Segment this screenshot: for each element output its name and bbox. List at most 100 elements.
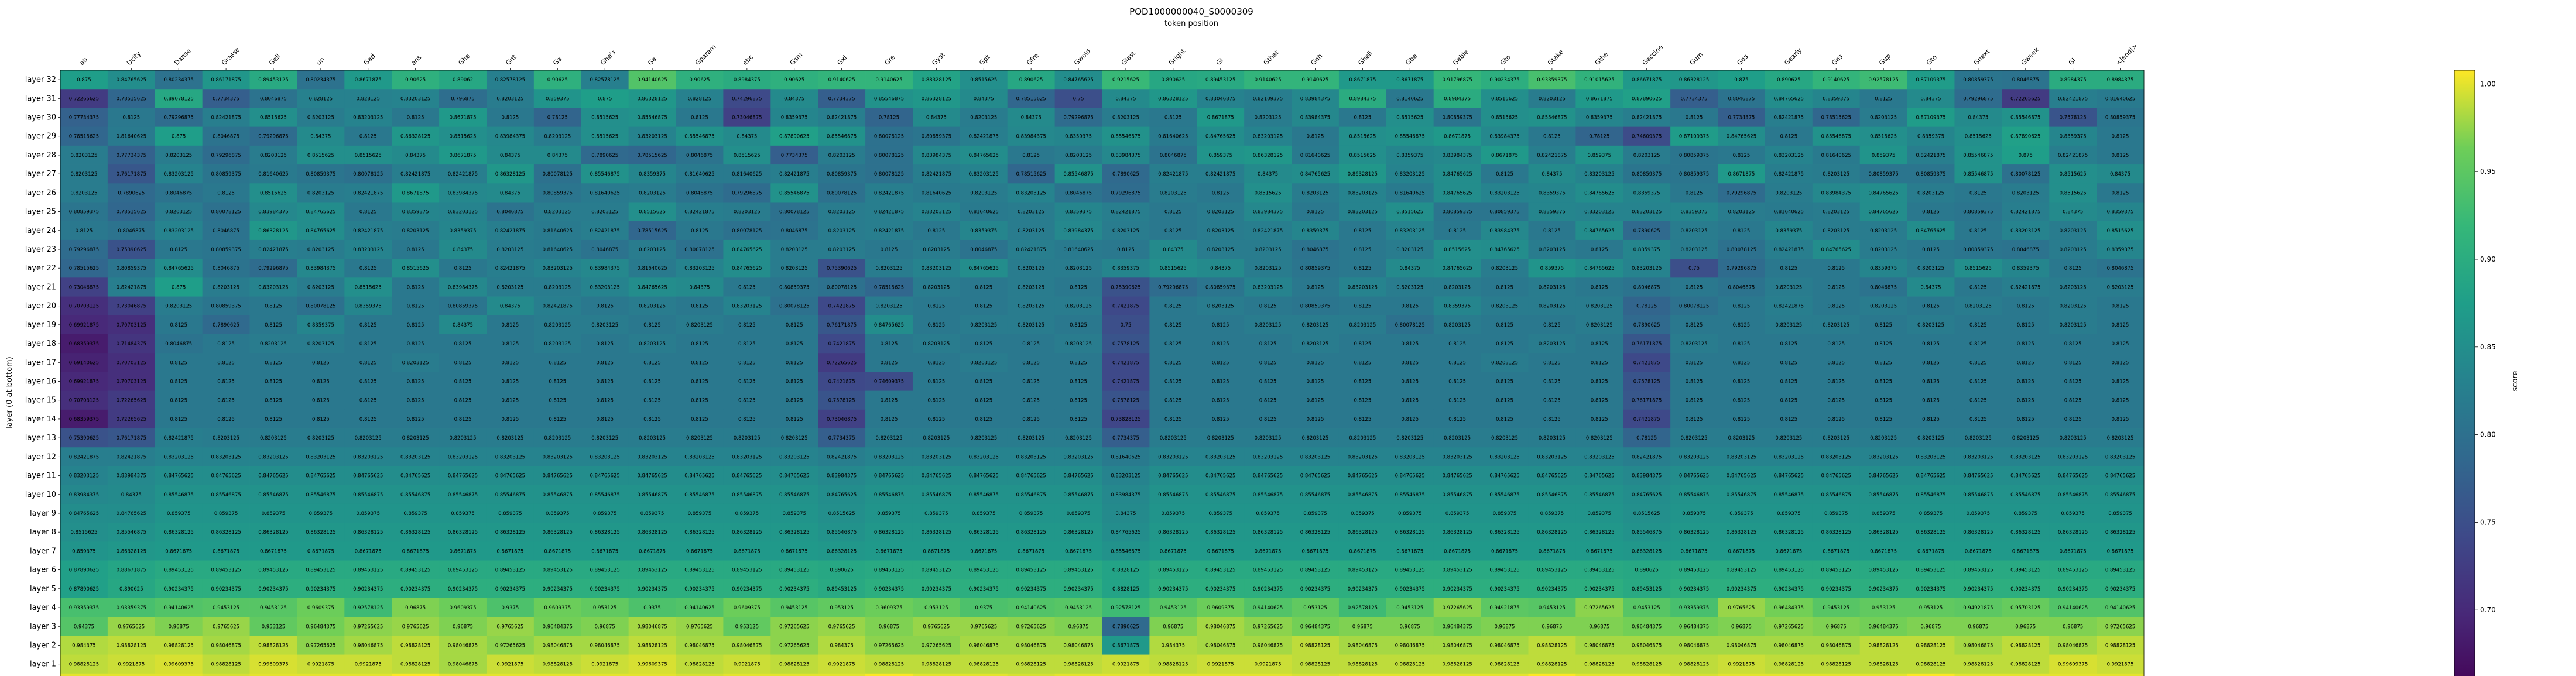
heatmap-cell-value: 0.82421875	[2058, 96, 2088, 102]
heatmap-cell	[1102, 296, 1150, 316]
heatmap-cell-value: 0.8125	[975, 341, 992, 347]
heatmap-cell	[628, 541, 676, 561]
heatmap-cell	[1149, 353, 1197, 372]
heatmap-cell-value: 0.8125	[975, 398, 992, 404]
heatmap-cell	[1386, 277, 1434, 297]
y-tick-label: layer 24	[25, 227, 56, 235]
heatmap-cell	[1338, 89, 1387, 108]
heatmap-cell	[486, 579, 535, 599]
heatmap-cell-value: 0.96484375	[306, 624, 335, 630]
heatmap-cell	[770, 164, 818, 184]
heatmap-cell	[723, 372, 771, 391]
heatmap-cell-value: 0.84765625	[732, 247, 762, 253]
heatmap-cell-value: 0.89453125	[874, 568, 904, 574]
heatmap-cell-value: 0.89453125	[1063, 568, 1093, 574]
heatmap-cell	[1623, 503, 1671, 523]
heatmap-cell	[60, 409, 108, 429]
x-tick-label: Gnt	[504, 53, 518, 67]
heatmap-cell-value: 0.8125	[738, 379, 756, 385]
colorbar-ticks: 0.700.750.800.850.900.951.00	[2475, 80, 2496, 614]
heatmap-cell	[1481, 673, 1529, 676]
heatmap-cell	[60, 372, 108, 391]
heatmap-cell-value: 0.98046875	[448, 662, 478, 668]
heatmap-cell	[1954, 145, 2002, 165]
heatmap-cell-value: 0.859375	[924, 511, 948, 517]
heatmap-cell-value: 0.84765625	[1253, 473, 1283, 479]
heatmap-cell-value: 0.9921875	[118, 662, 145, 668]
heatmap-cell	[960, 334, 1008, 354]
heatmap-cell-value: 0.8203125	[544, 284, 571, 290]
heatmap-cell	[439, 126, 487, 146]
heatmap-cell	[1718, 353, 1766, 372]
y-tick-label: layer 6	[30, 566, 56, 575]
heatmap-cell-value: 0.8125	[1164, 322, 1182, 328]
heatmap-cell-value: 0.84765625	[1442, 171, 1472, 177]
colorbar-tick-label: 0.90	[2480, 255, 2496, 263]
heatmap-cell	[960, 466, 1008, 486]
heatmap-cell-value: 0.80859375	[211, 171, 241, 177]
heatmap-cell	[1765, 654, 1813, 674]
heatmap-cell-value: 0.8125	[1164, 341, 1182, 347]
heatmap-cell	[533, 202, 582, 222]
heatmap-cell-value: 0.86328125	[1158, 530, 1188, 536]
heatmap-cell	[1907, 390, 1955, 410]
heatmap-cell-value: 0.83203125	[1679, 454, 1709, 460]
heatmap-cell-value: 0.8125	[170, 379, 187, 385]
heatmap-cell-value: 0.8125	[1733, 360, 1751, 366]
y-tick-label: layer 17	[25, 358, 56, 367]
heatmap-cell-value: 0.89453125	[1821, 568, 1851, 574]
heatmap-cell-value: 0.859375	[1162, 511, 1186, 517]
heatmap-cell	[1623, 673, 1671, 676]
heatmap-cell	[60, 296, 108, 316]
heatmap-cell	[770, 89, 818, 108]
heatmap-cell-value: 0.8203125	[1870, 247, 1897, 253]
heatmap-cell-value: 0.82421875	[827, 454, 857, 460]
heatmap-cell	[581, 390, 629, 410]
heatmap-cell	[960, 617, 1008, 636]
heatmap-cell-value: 0.83203125	[1253, 284, 1283, 290]
heatmap-cell-value: 0.82421875	[117, 284, 146, 290]
heatmap-cell	[1954, 560, 2002, 580]
heatmap-cell-value: 0.90234375	[1395, 586, 1425, 592]
heatmap-cell	[1859, 390, 1907, 410]
heatmap-cell	[581, 108, 629, 128]
heatmap-cell	[1907, 673, 1955, 676]
heatmap-cell-value: 0.90234375	[1489, 77, 1519, 83]
heatmap-cell-value: 0.8125	[1496, 379, 1513, 385]
heatmap-cell	[1149, 145, 1197, 165]
heatmap-cell-value: 0.8125	[170, 417, 187, 423]
heatmap-cell	[628, 428, 676, 448]
heatmap-cell	[723, 636, 771, 655]
heatmap-cell	[723, 145, 771, 165]
heatmap-cell-value: 0.859375	[2108, 511, 2132, 517]
heatmap-cell-value: 0.86328125	[495, 171, 525, 177]
heatmap-cell-value: 0.96875	[1920, 624, 1941, 630]
heatmap-cell	[155, 598, 203, 617]
heatmap-cell-value: 0.89453125	[969, 568, 999, 574]
heatmap-cell	[1244, 447, 1292, 466]
heatmap-cell	[2049, 89, 2097, 108]
heatmap-cell-value: 0.84765625	[1063, 77, 1093, 83]
heatmap-cell-value: 0.83203125	[400, 96, 430, 102]
heatmap-cell-value: 0.8671875	[1349, 548, 1376, 554]
heatmap-cell-value: 0.9609375	[307, 605, 334, 611]
heatmap-cell	[249, 145, 297, 165]
heatmap-cell-value: 0.72265625	[117, 417, 146, 423]
heatmap-cell	[581, 598, 629, 617]
heatmap-cell	[1907, 296, 1955, 316]
heatmap-cell	[533, 598, 582, 617]
heatmap-cell	[581, 70, 629, 90]
heatmap-cell	[723, 541, 771, 561]
heatmap-cell-value: 0.85546875	[637, 115, 667, 121]
heatmap-cell	[1054, 164, 1102, 184]
heatmap-cell	[628, 523, 676, 542]
heatmap-cell	[344, 334, 392, 354]
heatmap-cell-value: 0.8125	[1686, 115, 1703, 121]
heatmap-cell-value: 0.90234375	[1016, 586, 1046, 592]
heatmap-cell	[1433, 296, 1481, 316]
heatmap-cell	[1954, 617, 2002, 636]
heatmap-cell-value: 0.84765625	[1916, 473, 1945, 479]
heatmap-cell	[1907, 353, 1955, 372]
heatmap-cell	[1007, 390, 1056, 410]
heatmap-cell-value: 0.80859375	[1868, 171, 1898, 177]
